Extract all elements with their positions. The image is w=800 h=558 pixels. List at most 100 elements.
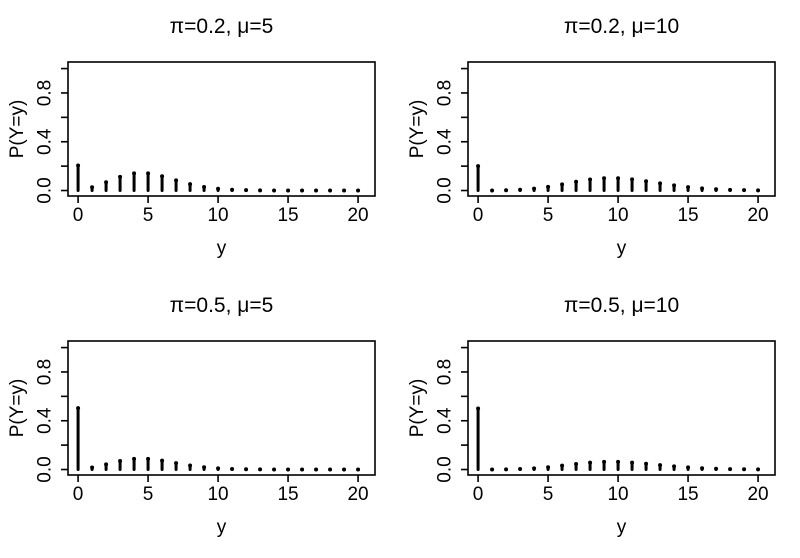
spike-point bbox=[476, 406, 481, 411]
spike-point bbox=[160, 458, 165, 463]
x-tick-label: 20 bbox=[747, 484, 768, 505]
x-axis-ticks: 0 5 10 15 20 bbox=[73, 196, 369, 226]
spike-point bbox=[728, 187, 733, 192]
spike-point bbox=[574, 179, 579, 184]
y-axis-ticks: 0.0 0.4 0.8 bbox=[435, 346, 468, 483]
spike-point bbox=[574, 462, 579, 467]
spike-point bbox=[356, 188, 361, 193]
spike-point bbox=[714, 187, 719, 192]
spike-point bbox=[132, 456, 137, 461]
plot-box bbox=[67, 340, 376, 476]
x-tick-label: 5 bbox=[143, 484, 154, 505]
x-tick-label: 20 bbox=[347, 205, 368, 226]
spike-point bbox=[644, 461, 649, 466]
spike-point bbox=[658, 181, 663, 186]
spike-point bbox=[174, 178, 179, 183]
panel-title: π=0.5, μ=10 bbox=[563, 294, 680, 317]
spike-point bbox=[230, 187, 235, 192]
y-tick-label: 0.4 bbox=[435, 407, 456, 434]
spikes bbox=[76, 163, 361, 193]
spike-point bbox=[132, 171, 137, 176]
x-tick-label: 15 bbox=[277, 484, 298, 505]
spike-point bbox=[174, 461, 179, 466]
spike-point bbox=[300, 188, 305, 193]
y-tick-label: 0.4 bbox=[435, 128, 456, 155]
spike-point bbox=[476, 164, 481, 169]
spike-point bbox=[146, 456, 151, 461]
spike-point bbox=[616, 176, 621, 181]
spikes bbox=[476, 164, 761, 193]
spike-point bbox=[560, 182, 565, 187]
plot-box bbox=[467, 61, 776, 197]
plot-svg: 0 5 10 15 20 0.0 0.4 0.8 bbox=[435, 61, 776, 226]
x-tick-label: 15 bbox=[677, 484, 698, 505]
spike-point bbox=[328, 188, 333, 193]
x-tick-label: 20 bbox=[347, 484, 368, 505]
spike-point bbox=[342, 188, 347, 193]
spike-point bbox=[90, 465, 95, 470]
spike-point bbox=[160, 174, 165, 179]
y-tick-label: 0.8 bbox=[35, 359, 56, 385]
spike-point bbox=[342, 467, 347, 472]
spike-point bbox=[518, 187, 523, 192]
x-tick-label: 20 bbox=[747, 205, 768, 226]
spike-point bbox=[188, 182, 193, 187]
spike-point bbox=[616, 459, 621, 464]
x-tick-label: 0 bbox=[73, 484, 84, 505]
spike-point bbox=[216, 466, 221, 471]
y-tick-label: 0.4 bbox=[35, 407, 56, 434]
spike-point bbox=[644, 179, 649, 184]
spike-point bbox=[244, 188, 249, 193]
x-axis-label: y bbox=[616, 238, 627, 259]
spike-point bbox=[90, 185, 95, 190]
spike-point bbox=[504, 467, 509, 472]
y-axis-ticks: 0.0 0.4 0.8 bbox=[35, 67, 68, 204]
spike-point bbox=[314, 467, 319, 472]
spike-point bbox=[490, 467, 495, 472]
spike-point bbox=[700, 186, 705, 191]
panel-pi05-mu10: π=0.5, μ=10 0 5 10 15 20 0.0 0.4 0.8 P(Y=y) y bbox=[400, 279, 800, 558]
plot-svg: 0 5 10 15 20 0.0 0.4 0.8 bbox=[35, 340, 376, 505]
spike-point bbox=[602, 176, 607, 181]
x-axis-ticks: 0 5 10 15 20 bbox=[473, 196, 769, 226]
spike-point bbox=[672, 464, 677, 469]
x-tick-label: 5 bbox=[543, 205, 554, 226]
panel-pi05-mu5: π=0.5, μ=5 0 5 10 15 20 0.0 0.4 0.8 P(Y=y) y bbox=[0, 279, 400, 558]
x-tick-label: 10 bbox=[207, 205, 228, 226]
y-tick-label: 0.0 bbox=[35, 456, 56, 482]
x-tick-label: 10 bbox=[607, 205, 628, 226]
x-tick-label: 15 bbox=[677, 205, 698, 226]
x-tick-label: 5 bbox=[143, 205, 154, 226]
spike-point bbox=[602, 459, 607, 464]
x-tick-label: 10 bbox=[207, 484, 228, 505]
spike-point bbox=[518, 467, 523, 472]
spike-point bbox=[146, 171, 151, 176]
panel-pi02-mu10: π=0.2, μ=10 0 5 10 15 20 0.0 0.4 0.8 P(Y=y) y bbox=[400, 0, 800, 279]
x-axis-label: y bbox=[216, 517, 227, 538]
spike-point bbox=[104, 180, 109, 185]
spike-point bbox=[630, 177, 635, 182]
x-tick-label: 10 bbox=[607, 484, 628, 505]
spike-point bbox=[742, 467, 747, 472]
y-tick-label: 0.0 bbox=[435, 456, 456, 482]
spike-point bbox=[286, 467, 291, 472]
spike-point bbox=[216, 186, 221, 191]
spike-point bbox=[272, 188, 277, 193]
spike-point bbox=[272, 467, 277, 472]
spike-point bbox=[490, 188, 495, 193]
x-tick-label: 5 bbox=[543, 484, 554, 505]
panel-title: π=0.2, μ=10 bbox=[563, 15, 680, 38]
x-tick-label: 0 bbox=[473, 205, 484, 226]
y-tick-label: 0.8 bbox=[35, 80, 56, 106]
spikes bbox=[476, 406, 761, 472]
y-axis-label: P(Y=y) bbox=[407, 378, 428, 438]
spike-point bbox=[286, 188, 291, 193]
spike-point bbox=[314, 188, 319, 193]
spike-point bbox=[118, 458, 123, 463]
spike-point bbox=[188, 463, 193, 468]
spike-point bbox=[532, 186, 537, 191]
y-axis-label: P(Y=y) bbox=[7, 378, 28, 438]
spike-point bbox=[546, 465, 551, 470]
spike-point bbox=[714, 466, 719, 471]
spike-point bbox=[258, 188, 263, 193]
